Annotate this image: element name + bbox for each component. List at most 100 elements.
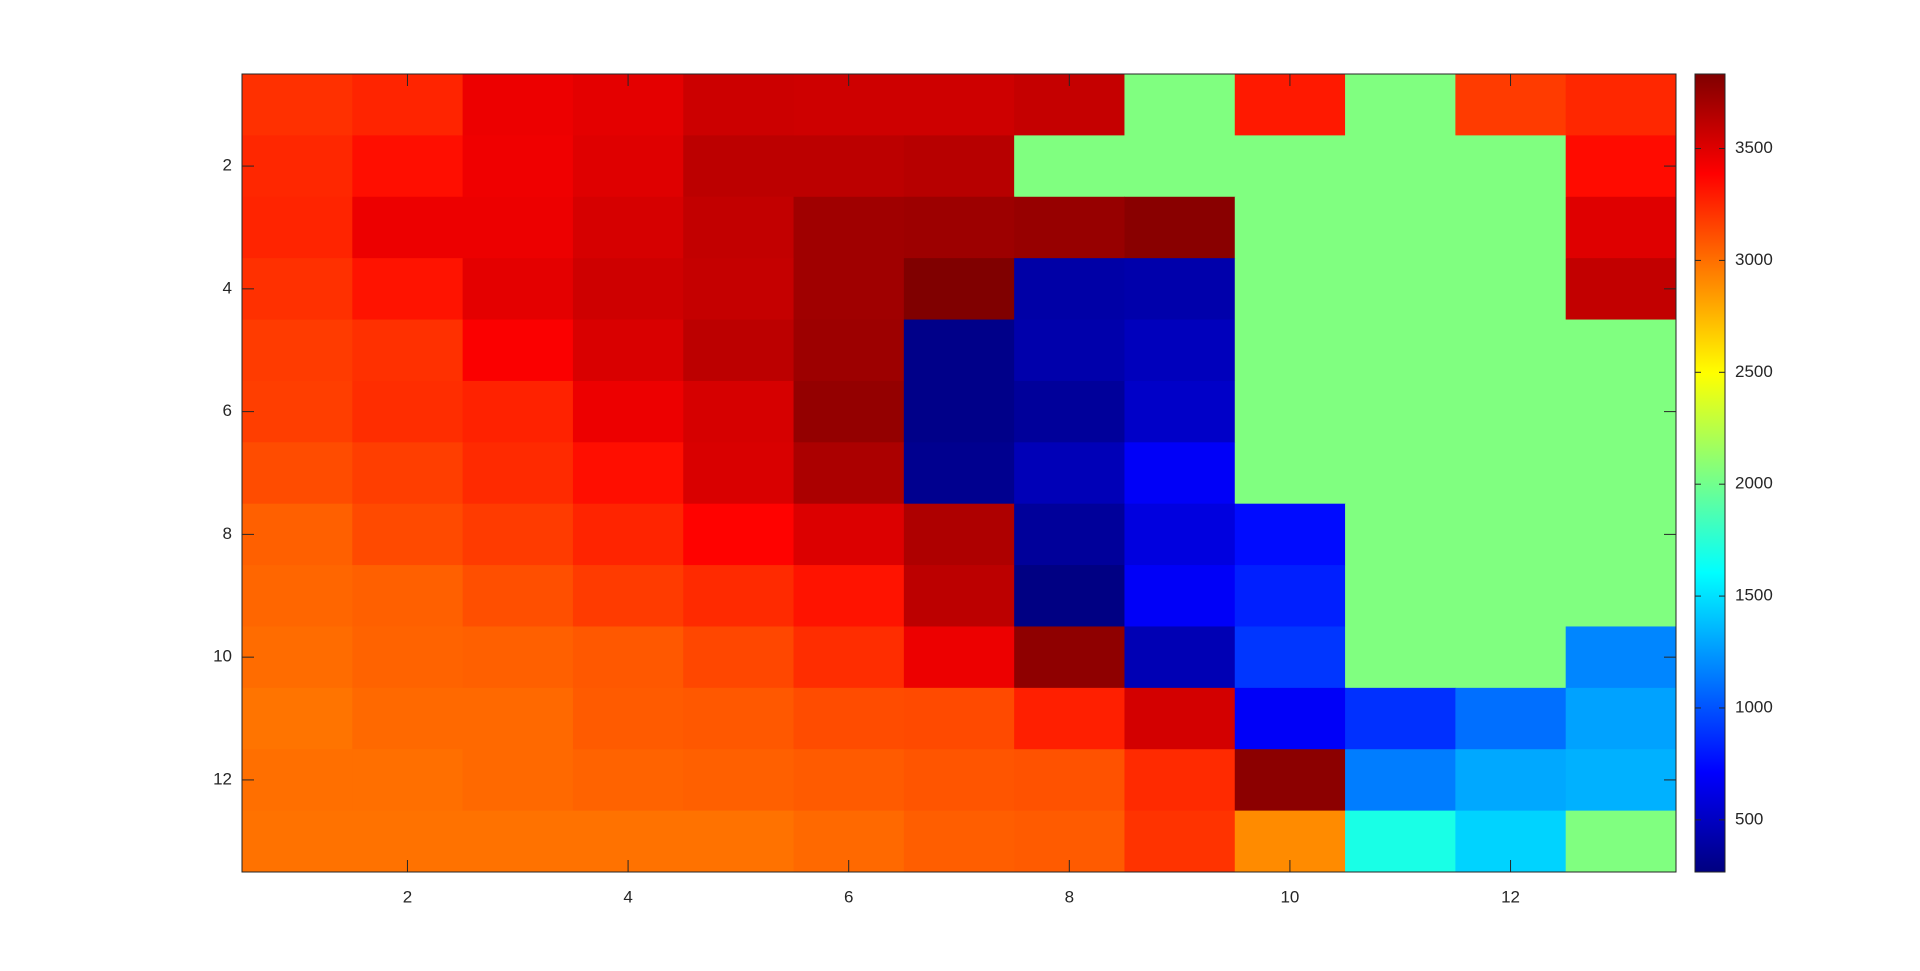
heatmap-cell xyxy=(1455,503,1567,566)
colorbar-tick-label: 3000 xyxy=(1735,250,1773,269)
heatmap-cell xyxy=(1565,135,1677,198)
x-tick-label: 8 xyxy=(1065,887,1074,906)
heatmap-cell xyxy=(683,626,795,689)
heatmap-cell xyxy=(572,135,684,198)
heatmap-cell xyxy=(1124,74,1236,136)
heatmap-cell xyxy=(242,442,353,505)
heatmap-cell xyxy=(1455,626,1567,689)
heatmap-cell xyxy=(242,503,353,566)
heatmap-cell xyxy=(462,74,574,136)
heatmap-cell xyxy=(462,135,574,198)
heatmap-cell xyxy=(1234,626,1346,689)
heatmap-cell xyxy=(683,74,795,136)
x-tick-label: 12 xyxy=(1501,887,1520,906)
heatmap-cell xyxy=(1345,810,1456,873)
colorbar-tick-label: 2000 xyxy=(1735,474,1773,493)
heatmap-cell xyxy=(572,626,684,689)
heatmap-cell xyxy=(462,319,574,382)
y-tick-label: 4 xyxy=(223,278,232,297)
heatmap-cell xyxy=(683,442,795,505)
heatmap-cell xyxy=(1455,442,1567,505)
heatmap-cell xyxy=(903,258,1015,321)
heatmap-cell xyxy=(1014,503,1125,566)
heatmap-cell xyxy=(683,687,795,750)
heatmap-cell xyxy=(1124,380,1236,443)
heatmap-cell xyxy=(1455,319,1567,382)
colorbar-tick-label: 500 xyxy=(1735,809,1763,828)
heatmap-cell xyxy=(462,626,574,689)
heatmap-cell xyxy=(1345,442,1456,505)
heatmap-cell xyxy=(352,749,464,812)
heatmap-cell xyxy=(1455,565,1567,627)
heatmap-cell xyxy=(683,810,795,873)
heatmap-cell xyxy=(1234,687,1346,750)
heatmap-cell xyxy=(352,503,464,566)
heatmap-cell xyxy=(903,810,1015,873)
heatmap-cell xyxy=(683,196,795,259)
heatmap-cell xyxy=(572,442,684,505)
heatmap-cell xyxy=(903,565,1015,627)
heatmap-cell xyxy=(1014,380,1125,443)
heatmap-cell xyxy=(793,380,905,443)
heatmap-cell xyxy=(1234,749,1346,812)
heatmap-cell xyxy=(1345,74,1456,136)
heatmap-cell xyxy=(1124,258,1236,321)
heatmap-cell xyxy=(352,442,464,505)
heatmap-cell xyxy=(1234,258,1346,321)
heatmap-cell xyxy=(462,810,574,873)
heatmap-cell xyxy=(1455,258,1567,321)
heatmap-cell xyxy=(903,380,1015,443)
heatmap-cell xyxy=(1234,565,1346,627)
heatmap-cell xyxy=(1124,626,1236,689)
heatmap-cell xyxy=(352,135,464,198)
heatmap-cell xyxy=(352,687,464,750)
heatmap-cell xyxy=(1565,626,1677,689)
heatmap-cell xyxy=(1345,626,1456,689)
heatmap-cell xyxy=(1455,687,1567,750)
heatmap-cell xyxy=(352,319,464,382)
heatmap-cell xyxy=(242,135,353,198)
heatmap-cell xyxy=(793,687,905,750)
heatmap-cell xyxy=(352,258,464,321)
heatmap-cell xyxy=(683,565,795,627)
heatmap-cell xyxy=(242,74,353,136)
heatmap-cell xyxy=(1124,135,1236,198)
x-tick-label: 4 xyxy=(623,887,632,906)
heatmap-cell xyxy=(1455,135,1567,198)
heatmap-cell xyxy=(572,196,684,259)
heatmap-cell xyxy=(1455,380,1567,443)
heatmap-cell xyxy=(1124,810,1236,873)
heatmap-cell xyxy=(1345,749,1456,812)
heatmap-cell xyxy=(242,626,353,689)
heatmap-cell xyxy=(683,749,795,812)
heatmap-cell xyxy=(1345,135,1456,198)
heatmap-cell xyxy=(1234,380,1346,443)
heatmap-cell xyxy=(1345,196,1456,259)
heatmap-cell xyxy=(572,687,684,750)
heatmap-cell xyxy=(1565,74,1677,136)
heatmap-cell xyxy=(1565,442,1677,505)
heatmap-cell xyxy=(1124,196,1236,259)
heatmap-cell xyxy=(903,442,1015,505)
y-tick-label: 12 xyxy=(213,769,232,788)
heatmap-cell xyxy=(683,258,795,321)
x-tick-label: 6 xyxy=(844,887,853,906)
heatmap-cell xyxy=(1014,319,1125,382)
heatmap-cell xyxy=(1014,135,1125,198)
heatmap-cell xyxy=(242,810,353,873)
heatmap-cell xyxy=(352,565,464,627)
heatmap-cell xyxy=(1455,749,1567,812)
heatmap-cell xyxy=(1124,503,1236,566)
heatmap-cell xyxy=(352,626,464,689)
heatmap-cell xyxy=(1565,749,1677,812)
heatmap-cell xyxy=(793,626,905,689)
heatmap-cell xyxy=(1014,258,1125,321)
heatmap-cell xyxy=(1565,565,1677,627)
heatmap-cell xyxy=(793,503,905,566)
heatmap-cell xyxy=(683,503,795,566)
heatmap-cell xyxy=(1014,196,1125,259)
heatmap-cell xyxy=(242,565,353,627)
heatmap-cell xyxy=(1345,687,1456,750)
heatmap-cell xyxy=(1014,442,1125,505)
